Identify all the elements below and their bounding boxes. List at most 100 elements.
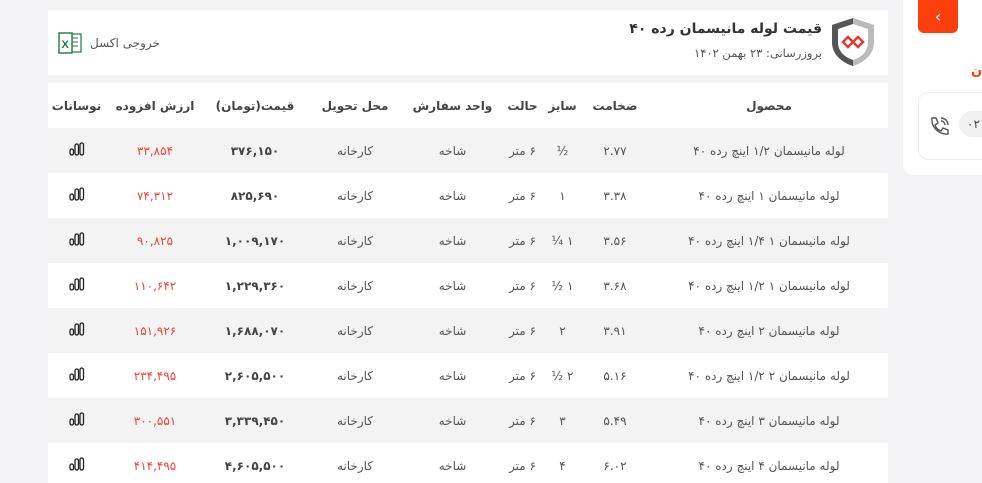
size-cell: ۱ ½ bbox=[551, 278, 574, 293]
thickness-cell: ۵.۴۹ bbox=[603, 413, 627, 428]
product-cell: لوله مانیسمان ۱ ۱/۲ اینچ رده ۴۰ bbox=[688, 278, 850, 293]
thickness-cell: ۶.۰۲ bbox=[603, 458, 627, 473]
fluctuation-chart-button[interactable] bbox=[48, 218, 105, 263]
price-cell: ۸۲۵,۶۹۰ bbox=[230, 188, 280, 203]
delivery-cell: کارخانه bbox=[336, 188, 373, 203]
fluctuation-chart-button[interactable] bbox=[48, 353, 105, 398]
state-cell: ۶ متر bbox=[509, 458, 536, 473]
vat-cell: ۴۱۴,۴۹۵ bbox=[133, 458, 177, 473]
size-cell: ۴ bbox=[559, 458, 566, 473]
delivery-cell: کارخانه bbox=[336, 233, 373, 248]
vat-cell: ۲۳۴,۴۹۵ bbox=[133, 368, 177, 383]
fluctuation-chart-button[interactable] bbox=[48, 443, 105, 483]
thickness-cell: ۲.۷۷ bbox=[603, 143, 627, 158]
product-cell: لوله مانیسمان ۲ ۱/۲ اینچ رده ۴۰ bbox=[688, 368, 850, 383]
column-header: ضخامت bbox=[592, 98, 638, 113]
column-header: محل تحویل bbox=[321, 98, 389, 113]
vat-cell: ۳۳,۸۵۴ bbox=[136, 143, 174, 158]
delivery-cell: کارخانه bbox=[336, 143, 373, 158]
phone-number[interactable]: ۰۲۱ bbox=[959, 111, 982, 137]
state-cell: ۶ متر bbox=[509, 233, 536, 248]
thickness-cell: ۳.۳۸ bbox=[603, 188, 627, 203]
table-row: لوله مانیسمان ۱ ۱/۲ اینچ رده ۴۰ ۳.۶۸ ۱ ½ ۶ … bbox=[48, 263, 888, 308]
unit-cell: شاخه bbox=[438, 323, 467, 338]
bar-chart-icon bbox=[68, 412, 84, 426]
state-cell: ۶ متر bbox=[509, 323, 536, 338]
fluctuation-chart-button[interactable] bbox=[48, 308, 105, 353]
fluctuation-chart-button[interactable] bbox=[48, 263, 105, 308]
vat-cell: ۱۵۱,۹۲۶ bbox=[133, 323, 177, 338]
column-header: محصول bbox=[746, 98, 792, 113]
update-date: بروزرسانی: ۲۳ بهمن ۱۴۰۲ bbox=[694, 46, 822, 60]
unit-cell: شاخه bbox=[438, 278, 467, 293]
vat-cell: ۷۴,۳۱۲ bbox=[136, 188, 174, 203]
bar-chart-icon bbox=[68, 277, 84, 291]
svg-text:X: X bbox=[62, 39, 70, 51]
unit-cell: شاخه bbox=[438, 233, 467, 248]
thickness-cell: ۳.۵۶ bbox=[603, 233, 627, 248]
size-cell: ۲ ½ bbox=[551, 368, 574, 383]
chevron-left-icon: ‹ bbox=[934, 7, 942, 26]
column-header: ارزش افزوده bbox=[115, 98, 195, 113]
table-header-row: محصول ضخامت سایز حالت واحد سفارش محل تحویل قیم… bbox=[48, 83, 888, 128]
thickness-cell: ۳.۹۱ bbox=[603, 323, 627, 338]
fluctuation-chart-button[interactable] bbox=[48, 398, 105, 443]
state-cell: ۶ متر bbox=[509, 188, 536, 203]
table-row: لوله مانیسمان ۲ ۱/۲ اینچ رده ۴۰ ۵.۱۶ ۲ ½ ۶ … bbox=[48, 353, 888, 398]
excel-icon: X bbox=[58, 32, 82, 54]
bar-chart-icon bbox=[68, 187, 84, 201]
bar-chart-icon bbox=[68, 142, 84, 156]
delivery-cell: کارخانه bbox=[336, 323, 373, 338]
side-panel: ‹ ن ۰۲۱ bbox=[903, 0, 982, 175]
phone-icon bbox=[931, 117, 949, 135]
fluctuation-chart-button[interactable] bbox=[48, 128, 105, 173]
vat-cell: ۹۰,۸۲۵ bbox=[136, 233, 174, 248]
product-cell: لوله مانیسمان ۴ اینچ رده ۴۰ bbox=[698, 458, 840, 473]
side-accent-text: ن bbox=[971, 64, 982, 79]
thickness-cell: ۳.۶۸ bbox=[603, 278, 627, 293]
product-cell: لوله مانیسمان ۱ ۱/۴ اینچ رده ۴۰ bbox=[688, 233, 850, 248]
page-title: قیمت لوله مانیسمان رده ۴۰ bbox=[629, 21, 822, 37]
product-cell: لوله مانیسمان ۳ اینچ رده ۴۰ bbox=[698, 413, 840, 428]
product-cell: لوله مانیسمان ۱/۲ اینچ رده ۴۰ bbox=[693, 143, 845, 158]
delivery-cell: کارخانه bbox=[336, 278, 373, 293]
delivery-cell: کارخانه bbox=[336, 413, 373, 428]
column-header: قیمت(تومان) bbox=[215, 98, 295, 113]
bar-chart-icon bbox=[68, 367, 84, 381]
column-header: سایز bbox=[548, 98, 577, 113]
price-cell: ۱,۲۲۹,۳۶۰ bbox=[224, 278, 286, 293]
table-row: لوله مانیسمان ۱ ۱/۴ اینچ رده ۴۰ ۳.۵۶ ۱ ¼ ۶ … bbox=[48, 218, 888, 263]
unit-cell: شاخه bbox=[438, 368, 467, 383]
state-cell: ۶ متر bbox=[509, 143, 536, 158]
table-row: لوله مانیسمان ۲ اینچ رده ۴۰ ۳.۹۱ ۲ ۶ متر شاخ… bbox=[48, 308, 888, 353]
excel-export-button[interactable]: X خروجی اکسل bbox=[58, 32, 160, 54]
size-cell: ۱ bbox=[559, 188, 566, 203]
state-cell: ۶ متر bbox=[509, 278, 536, 293]
unit-cell: شاخه bbox=[438, 458, 467, 473]
column-header: نوسانات bbox=[51, 98, 102, 113]
shield-logo-icon bbox=[832, 18, 874, 66]
size-cell: ۱ ¼ bbox=[551, 233, 574, 248]
state-cell: ۶ متر bbox=[509, 413, 536, 428]
column-header: واحد سفارش bbox=[412, 98, 493, 113]
fluctuation-chart-button[interactable] bbox=[48, 173, 105, 218]
thickness-cell: ۵.۱۶ bbox=[603, 368, 627, 383]
back-button[interactable]: ‹ bbox=[918, 0, 958, 33]
vat-cell: ۱۱۰,۶۴۲ bbox=[133, 278, 177, 293]
bar-chart-icon bbox=[68, 232, 84, 246]
table-row: لوله مانیسمان ۱ اینچ رده ۴۰ ۳.۳۸ ۱ ۶ متر شاخ… bbox=[48, 173, 888, 218]
price-cell: ۳,۳۳۹,۴۵۰ bbox=[224, 413, 286, 428]
price-cell: ۲,۶۰۵,۵۰۰ bbox=[224, 368, 286, 383]
product-cell: لوله مانیسمان ۲ اینچ رده ۴۰ bbox=[698, 323, 840, 338]
contact-card: ۰۲۱ bbox=[918, 92, 982, 160]
unit-cell: شاخه bbox=[438, 143, 467, 158]
table-row: لوله مانیسمان ۱/۲ اینچ رده ۴۰ ۲.۷۷ ½ ۶ متر ش… bbox=[48, 128, 888, 173]
bar-chart-icon bbox=[68, 457, 84, 471]
state-cell: ۶ متر bbox=[509, 368, 536, 383]
unit-cell: شاخه bbox=[438, 413, 467, 428]
excel-export-label: خروجی اکسل bbox=[90, 36, 160, 50]
price-cell: ۱,۶۸۸,۰۷۰ bbox=[224, 323, 286, 338]
price-cell: ۴,۶۰۵,۵۰۰ bbox=[224, 458, 286, 473]
column-header: حالت bbox=[507, 98, 538, 113]
table-row: لوله مانیسمان ۴ اینچ رده ۴۰ ۶.۰۲ ۴ ۶ متر شاخ… bbox=[48, 443, 888, 483]
